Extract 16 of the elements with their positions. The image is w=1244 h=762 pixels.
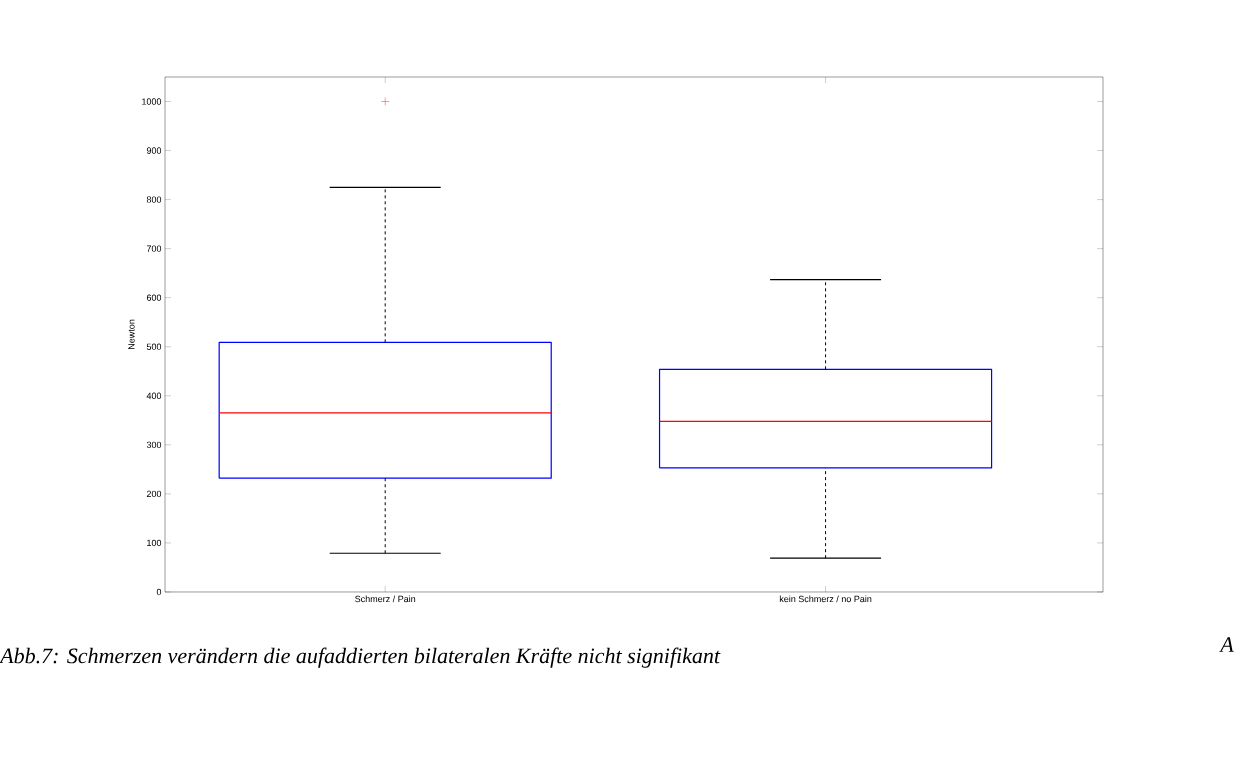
y-tick-label: 1000 <box>142 98 162 105</box>
y-tick-label: 100 <box>147 539 162 547</box>
caption: Abb.7: Schmerzen verändern die aufaddierten bilateralen Kräfte nicht signifikant <box>0 647 721 668</box>
y-tick-label: 0 <box>156 588 162 596</box>
y-tick-label: 300 <box>146 441 162 449</box>
y-tick-label: 700 <box>146 245 162 252</box>
y-tick-label: 800 <box>146 196 162 203</box>
y-axis-title: Newton <box>128 319 135 350</box>
y-tick-label: 200 <box>146 490 162 498</box>
y-tick-label: 500 <box>146 343 162 350</box>
text: A <box>1219 637 1234 652</box>
x-tick-label: Schmerz / Pain <box>355 595 416 603</box>
y-tick-label: 900 <box>146 147 162 154</box>
y-tick-label: 600 <box>146 294 162 301</box>
x-tick-label: kein Schmerz / no Pain <box>779 595 872 603</box>
y-tick-label: 400 <box>146 392 162 399</box>
